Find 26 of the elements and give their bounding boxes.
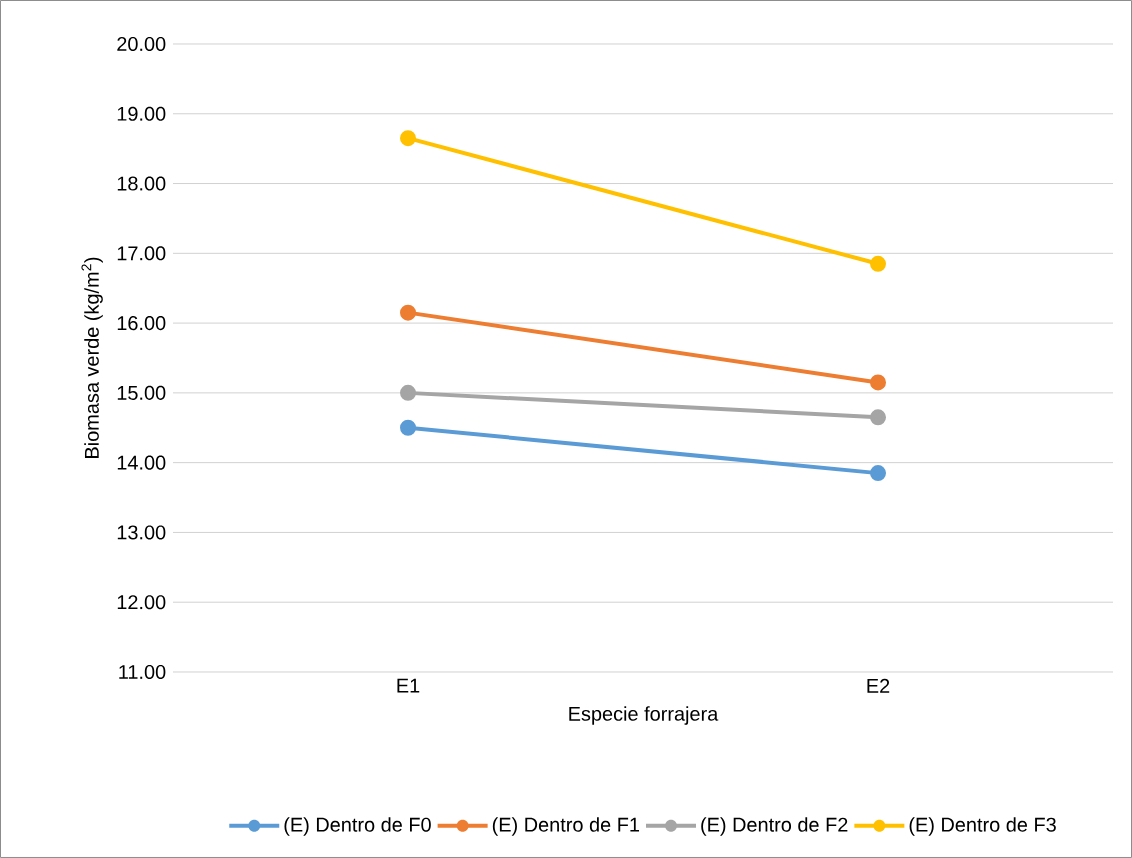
point	[870, 255, 887, 272]
y-axis-title: Biomasa verde (kg/m$^{2}$)	[81, 257, 103, 458]
y-tick-label: 19.00	[117, 106, 166, 121]
legend-label: (E) Dentro de F2	[701, 817, 848, 836]
y-tick-label: 12.00	[117, 595, 166, 610]
y-tick-label: 14.00	[117, 455, 166, 470]
x-tick-label: E1	[397, 678, 420, 693]
y-tick-label: 18.00	[117, 176, 166, 191]
point	[400, 419, 417, 436]
point	[400, 384, 417, 401]
point	[400, 304, 417, 321]
x-tick-label: E2	[867, 678, 890, 693]
legend-label: (E) Dentro de F0	[284, 817, 431, 836]
point	[870, 374, 887, 391]
point	[870, 409, 887, 426]
y-tick-label: 13.00	[117, 525, 166, 540]
legend-label: (E) Dentro de F1	[492, 817, 640, 836]
y-tick-label: 20.00	[117, 36, 166, 52]
x-axis-title: Especie forrajera	[569, 706, 719, 725]
y-tick-label: 17.00	[117, 246, 166, 261]
point	[400, 130, 417, 147]
legend-label: (E) Dentro de F3	[909, 817, 1056, 836]
y-tick-label: 15.00	[117, 385, 166, 400]
point	[870, 465, 887, 482]
y-tick-label: 16.00	[117, 316, 166, 331]
y-tick-label: 11.00	[119, 664, 166, 680]
